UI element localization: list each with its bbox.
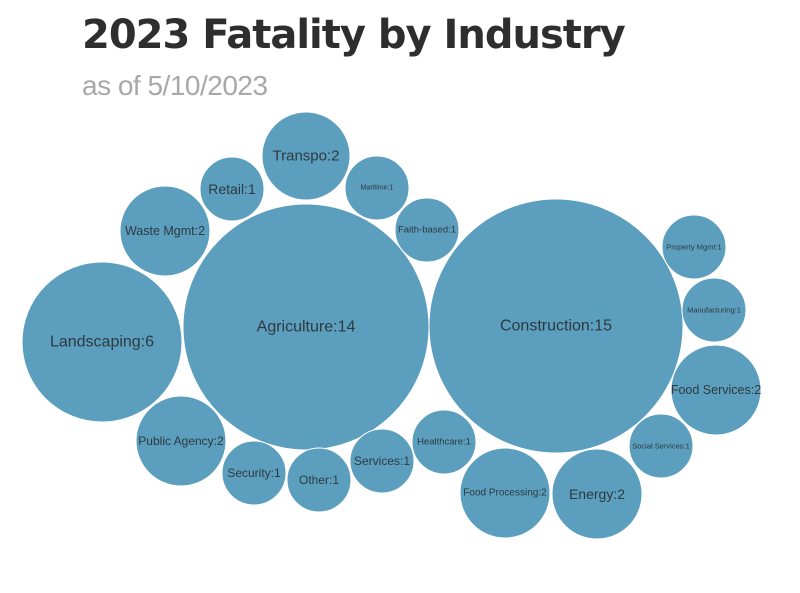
bubble-label: Agriculture:14 <box>257 319 356 336</box>
bubble-faith-based[interactable]: Faith-based:1 <box>394 197 460 263</box>
bubble-circle[interactable] <box>551 448 643 540</box>
bubble-label: Security:1 <box>227 466 281 480</box>
bubble-healthcare[interactable]: Healthcare:1 <box>411 409 477 475</box>
bubble-label: Maritime:1 <box>361 185 394 192</box>
bubble-circle[interactable] <box>661 214 727 280</box>
bubble-label: Public Agency:2 <box>138 434 224 448</box>
bubble-label: Energy:2 <box>569 486 625 502</box>
bubble-circle[interactable] <box>286 447 352 513</box>
bubble-circle[interactable] <box>119 185 211 277</box>
bubble-circle[interactable] <box>344 155 410 221</box>
bubble-label: Food Processing:2 <box>463 488 547 499</box>
bubble-energy[interactable]: Energy:2 <box>551 448 643 540</box>
bubble-label: Landscaping:6 <box>50 334 154 351</box>
bubble-circle[interactable] <box>628 413 694 479</box>
bubble-circle[interactable] <box>670 344 762 436</box>
bubble-label: Services:1 <box>354 454 410 468</box>
bubble-retail[interactable]: Retail:1 <box>199 156 265 222</box>
bubble-circle[interactable] <box>394 197 460 263</box>
bubble-services[interactable]: Services:1 <box>349 428 415 494</box>
bubble-label: Healthcare:1 <box>417 437 471 448</box>
bubble-food-services[interactable]: Food Services:2 <box>670 344 762 436</box>
bubble-circle[interactable] <box>459 447 551 539</box>
bubble-circle[interactable] <box>411 409 477 475</box>
bubble-label: Food Services:2 <box>671 383 761 397</box>
bubble-landscaping[interactable]: Landscaping:6 <box>21 261 183 423</box>
bubble-label: Construction:15 <box>500 318 612 335</box>
bubble-transpo[interactable]: Transpo:2 <box>261 111 351 201</box>
bubble-waste-mgmt[interactable]: Waste Mgmt:2 <box>119 185 211 277</box>
bubble-agriculture[interactable]: Agriculture:14 <box>182 203 430 451</box>
bubble-label: Other:1 <box>299 473 339 487</box>
bubble-security[interactable]: Security:1 <box>221 440 287 506</box>
bubble-circle[interactable] <box>221 440 287 506</box>
bubble-maritime[interactable]: Maritime:1 <box>344 155 410 221</box>
bubble-public-agency[interactable]: Public Agency:2 <box>135 395 227 487</box>
bubble-label: Waste Mgmt:2 <box>125 224 205 238</box>
bubble-manufacturing[interactable]: Manufacturing:1 <box>681 277 747 343</box>
bubble-circle[interactable] <box>349 428 415 494</box>
bubble-label: Property Mgmt:1 <box>666 243 721 252</box>
bubble-circle[interactable] <box>135 395 227 487</box>
bubble-circle[interactable] <box>681 277 747 343</box>
bubble-circle[interactable] <box>21 261 183 423</box>
bubble-food-processing[interactable]: Food Processing:2 <box>459 447 551 539</box>
bubble-circle[interactable] <box>261 111 351 201</box>
bubble-label: Transpo:2 <box>273 148 340 165</box>
chart-subtitle: as of 5/10/2023 <box>82 70 268 101</box>
chart-title: 2023 Fatality by Industry <box>82 12 626 58</box>
bubble-label: Manufacturing:1 <box>687 306 741 315</box>
bubble-construction[interactable]: Construction:15 <box>428 198 684 454</box>
bubble-social-services[interactable]: Social Services:1 <box>628 413 694 479</box>
bubble-label: Retail:1 <box>208 181 256 197</box>
bubble-other[interactable]: Other:1 <box>286 447 352 513</box>
bubble-label: Faith-based:1 <box>398 225 456 236</box>
bubble-label: Social Services:1 <box>632 442 690 451</box>
bubble-circle[interactable] <box>182 203 430 451</box>
bubble-property-mgmt[interactable]: Property Mgmt:1 <box>661 214 727 280</box>
bubble-circle[interactable] <box>199 156 265 222</box>
